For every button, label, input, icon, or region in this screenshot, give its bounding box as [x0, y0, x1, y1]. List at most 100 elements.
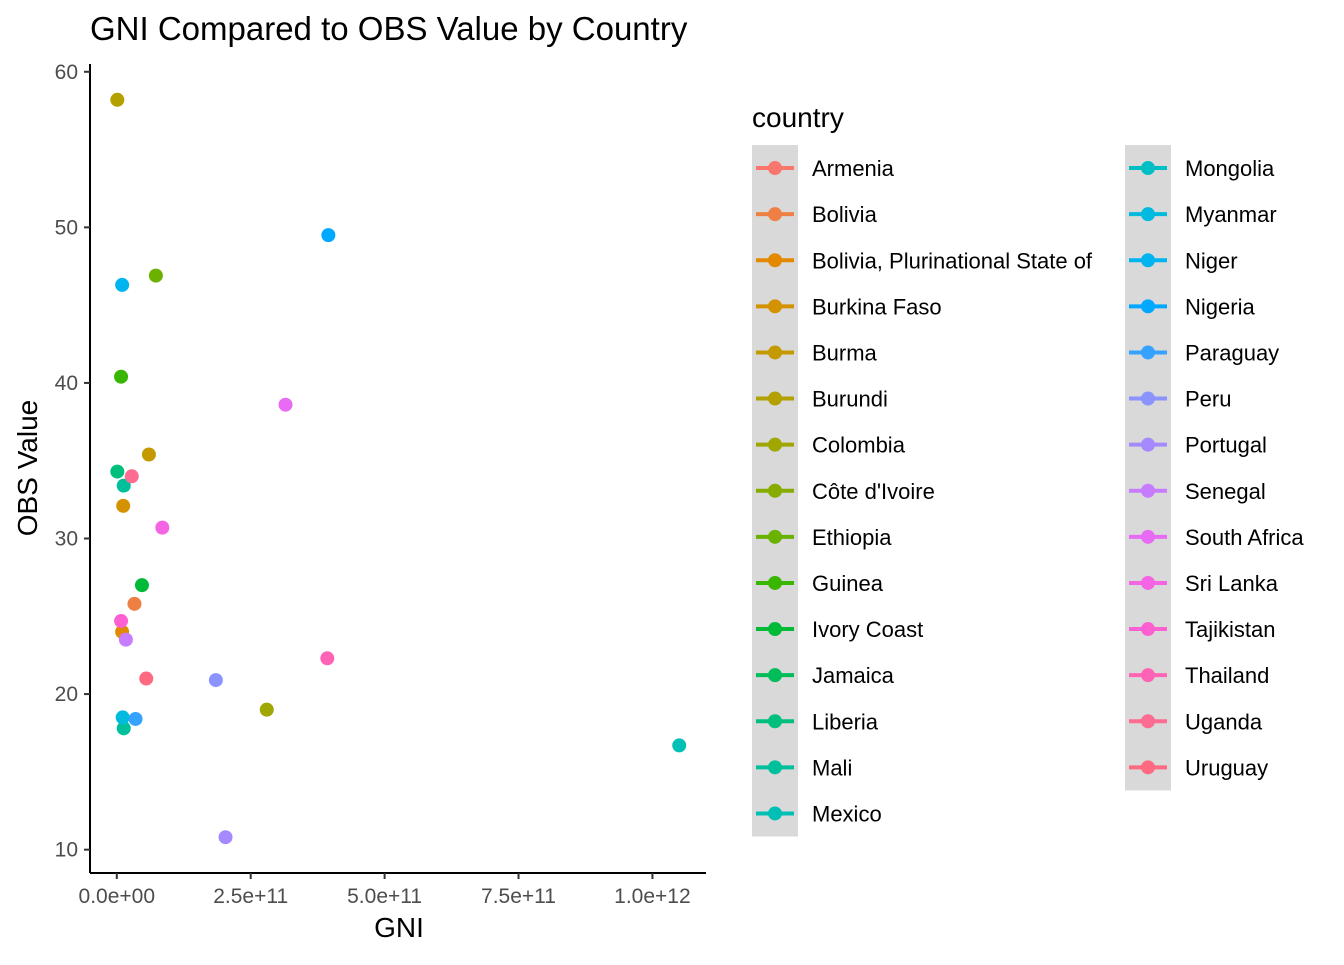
data-point [321, 228, 336, 243]
data-point [115, 710, 130, 725]
legend-key-point [1141, 161, 1155, 176]
legend-label: Paraguay [1185, 340, 1279, 365]
x-tick-label: 2.5e+11 [213, 885, 288, 908]
legend-key-point [1141, 207, 1155, 222]
x-axis-title: GNI [374, 912, 424, 943]
x-tick-label: 5.0e+11 [347, 885, 422, 908]
legend-key-point [768, 391, 782, 406]
data-point [208, 673, 223, 688]
legend-key-point [768, 575, 782, 590]
data-point [118, 632, 133, 647]
data-point [116, 478, 131, 493]
legend-label: Peru [1185, 387, 1231, 412]
legend-key-point [768, 806, 782, 821]
legend-label: Niger [1185, 248, 1238, 273]
legend-key-point [768, 207, 782, 222]
x-tick-label: 7.5e+11 [481, 885, 556, 908]
y-tick-label: 10 [55, 839, 78, 862]
data-point [114, 613, 129, 628]
x-tick-label: 0.0e+00 [79, 885, 156, 908]
legend-label: Bolivia, Plurinational State of [812, 248, 1093, 273]
legend-label: Mexico [812, 801, 882, 826]
legend: country Armenia Bolivia Bolivia, Plurinati… [752, 102, 1304, 837]
data-point [128, 711, 143, 726]
legend-label: Jamaica [812, 663, 895, 688]
legend-label: Nigeria [1185, 294, 1255, 319]
legend-key-point [768, 345, 782, 360]
data-point [278, 397, 293, 412]
y-tick-label: 20 [55, 683, 78, 706]
legend-label: Burma [812, 340, 878, 365]
plot-area [110, 92, 687, 845]
data-point [116, 498, 131, 513]
legend-label: Mali [812, 755, 852, 780]
y-tick-label: 40 [55, 372, 78, 395]
legend-label: Burkina Faso [812, 294, 942, 319]
legend-key-point [768, 437, 782, 452]
axes: 10 20 30 40 50 60 0.0e+00 2.5e+11 5.0e+11 7.5e+11… [55, 61, 706, 908]
data-point [320, 651, 335, 666]
legend-key-point [1141, 622, 1155, 637]
legend-label: Liberia [812, 709, 879, 734]
legend-label: Bolivia [812, 202, 878, 227]
legend-key-point [768, 299, 782, 314]
legend-title: country [752, 102, 844, 133]
legend-label: Ivory Coast [812, 617, 923, 642]
legend-key-point [768, 760, 782, 775]
legend-key-point [1141, 483, 1155, 498]
legend-key-point [1141, 299, 1155, 314]
legend-label: Uruguay [1185, 755, 1268, 780]
data-point [139, 671, 154, 686]
y-tick-label: 30 [55, 528, 78, 551]
legend-key-point [768, 668, 782, 683]
legend-key-point [768, 253, 782, 268]
y-tick-label: 50 [55, 216, 78, 239]
legend-label: Tajikistan [1185, 617, 1275, 642]
legend-label: Ethiopia [812, 525, 892, 550]
data-point [115, 277, 130, 292]
x-tick-label: 1.0e+12 [614, 885, 691, 908]
data-point [110, 464, 125, 479]
chart-title: GNI Compared to OBS Value by Country [90, 10, 688, 47]
legend-label: Colombia [812, 433, 906, 458]
legend-label: Portugal [1185, 433, 1267, 458]
data-point [134, 578, 149, 593]
legend-label: South Africa [1185, 525, 1304, 550]
legend-label: Myanmar [1185, 202, 1277, 227]
legend-key-point [768, 161, 782, 176]
legend-label: Sri Lanka [1185, 571, 1279, 596]
legend-key-point [768, 483, 782, 498]
legend-label: Guinea [812, 571, 884, 596]
legend-label: Côte d'Ivoire [812, 479, 935, 504]
y-tick-label: 60 [55, 61, 78, 84]
legend-key-point [768, 622, 782, 637]
legend-label: Senegal [1185, 479, 1266, 504]
legend-key-point [768, 714, 782, 729]
legend-key-point [768, 529, 782, 544]
y-axis-title: OBS Value [12, 400, 43, 536]
data-point [124, 469, 139, 484]
legend-label: Mongolia [1185, 156, 1275, 181]
legend-key-point [1141, 253, 1155, 268]
legend-label: Uganda [1185, 709, 1263, 734]
data-point [672, 738, 687, 753]
legend-key-point [1141, 760, 1155, 775]
legend-key-point [1141, 668, 1155, 683]
data-point [116, 721, 131, 736]
data-point [259, 702, 274, 717]
data-point [155, 520, 170, 535]
legend-key-point [1141, 575, 1155, 590]
legend-key-point [1141, 391, 1155, 406]
legend-label: Thailand [1185, 663, 1269, 688]
data-point [114, 369, 129, 384]
legend-key-point [1141, 529, 1155, 544]
data-point [110, 92, 125, 107]
data-point [218, 830, 233, 845]
data-point [127, 596, 142, 611]
legend-label: Burundi [812, 387, 888, 412]
legend-key-point [1141, 437, 1155, 452]
data-point [141, 447, 156, 462]
legend-key-point [1141, 714, 1155, 729]
